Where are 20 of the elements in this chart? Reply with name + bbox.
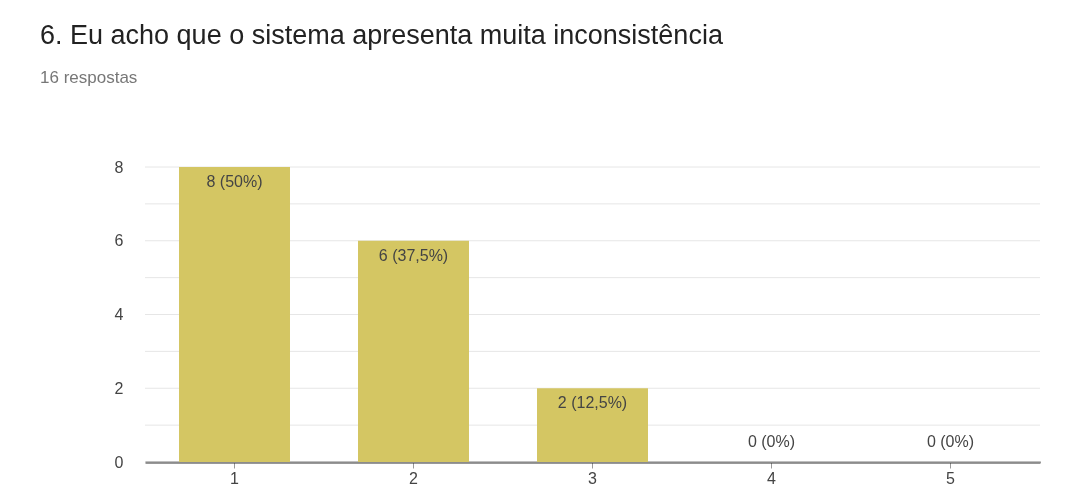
x-tick-label: 3: [588, 469, 598, 487]
y-tick-label: 4: [114, 306, 124, 323]
data-label: 0 (0%): [747, 433, 796, 450]
x-tick-label: 1: [230, 469, 240, 487]
bar: [537, 388, 648, 462]
y-tick-label: 0: [114, 453, 124, 471]
data-label: 8 (50%): [206, 173, 263, 190]
chart-subtitle: 16 respostas: [40, 68, 138, 87]
y-tick-label: 8: [114, 158, 124, 176]
bar: [358, 240, 469, 462]
y-tick-label: 2: [114, 379, 124, 397]
chart-title: 6. Eu acho que o sistema apresenta muita inconsistência: [40, 20, 724, 50]
data-label: 0 (0%): [926, 433, 975, 450]
x-tick-label: 5: [946, 469, 956, 487]
x-tick-label: 4: [767, 469, 777, 487]
y-tick-label: 6: [114, 232, 124, 250]
x-tick-label: 2: [409, 469, 419, 487]
data-label: 6 (37,5%): [378, 246, 449, 264]
bar: [179, 167, 290, 462]
data-label: 2 (12,5%): [557, 394, 628, 412]
